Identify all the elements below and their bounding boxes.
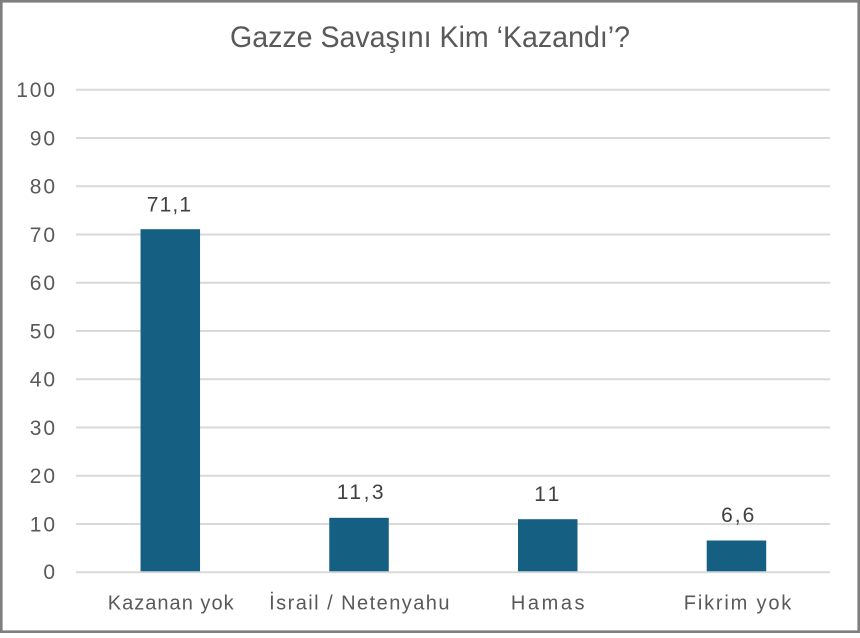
svg-text:Gazze Savaşını Kim ‘Kazandı’?: Gazze Savaşını Kim ‘Kazandı’? — [230, 21, 630, 54]
svg-text:100: 100 — [16, 79, 55, 102]
svg-text:60: 60 — [30, 272, 55, 295]
svg-text:11,3: 11,3 — [337, 481, 384, 504]
svg-text:0: 0 — [43, 561, 55, 584]
svg-text:İsrail / Netenyahu: İsrail / Netenyahu — [269, 592, 449, 615]
svg-text:70: 70 — [30, 224, 55, 247]
svg-text:40: 40 — [30, 369, 55, 392]
svg-text:71,1: 71,1 — [147, 193, 191, 216]
svg-text:Hamas: Hamas — [511, 593, 585, 615]
svg-text:20: 20 — [30, 465, 55, 488]
svg-text:Kazanan yok: Kazanan yok — [108, 593, 235, 615]
svg-text:10: 10 — [30, 513, 55, 536]
svg-text:80: 80 — [30, 176, 55, 199]
svg-text:50: 50 — [30, 320, 55, 343]
svg-text:6,6: 6,6 — [721, 504, 754, 527]
svg-text:90: 90 — [30, 127, 55, 150]
svg-text:30: 30 — [30, 417, 55, 440]
svg-text:Fikrim yok: Fikrim yok — [684, 593, 793, 615]
svg-text:11: 11 — [534, 483, 559, 506]
